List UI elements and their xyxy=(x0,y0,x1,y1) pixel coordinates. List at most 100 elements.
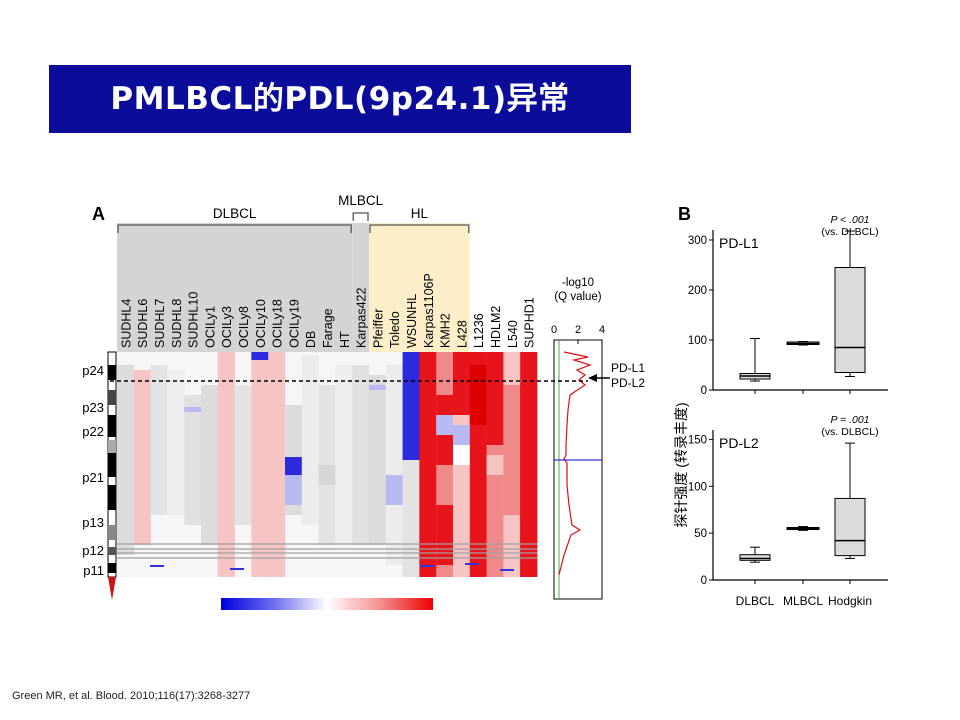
heatmap-cell xyxy=(285,457,303,475)
sample-label: OCILy8 xyxy=(237,306,251,348)
heatmap-cell xyxy=(201,385,219,545)
heatmap-cell xyxy=(369,385,387,390)
group-label-dlbcl: DLBCL xyxy=(213,206,257,221)
y-tick: 150 xyxy=(688,434,707,446)
gene-label-pd-l1: PD-L1 xyxy=(611,361,645,375)
sample-label: HT xyxy=(338,331,352,348)
panel-b-ylabel: 探针强度 (转录丰度) xyxy=(673,402,689,527)
heatmap-grid xyxy=(117,352,538,577)
sample-label: DB xyxy=(304,331,318,348)
sample-label: Toledo xyxy=(388,311,402,348)
sample-label: SUDHL4 xyxy=(119,299,133,348)
y-tick: 200 xyxy=(688,285,707,297)
x-category-mlbcl: MLBCL xyxy=(783,594,823,608)
panel-b-boxplots: B 探针强度 (转录丰度) 0 100 200 300 PD-L1 P < .001 (vs… xyxy=(673,204,888,608)
heatmap-cell xyxy=(469,365,487,425)
band-label-p12: p12 xyxy=(82,543,104,558)
box-dlbcl xyxy=(739,554,771,561)
box-hodgkin xyxy=(834,267,866,373)
heatmap-cell xyxy=(184,407,202,412)
qvalue-plot: -log10 (Q value) 0 2 4 xyxy=(551,277,605,600)
panel-a-label: A xyxy=(92,204,105,224)
band-label-p21: p21 xyxy=(82,470,104,485)
group-label-mlbcl: MLBCL xyxy=(338,193,384,208)
qvalue-line xyxy=(558,351,592,576)
heatmap-cell xyxy=(419,465,437,565)
sample-label: L540 xyxy=(506,320,520,348)
boxplot-title: PD-L1 xyxy=(719,235,759,251)
heatmap-cell xyxy=(268,352,286,577)
sample-label: SUDHL10 xyxy=(187,292,201,348)
band-label-p13: p13 xyxy=(82,515,104,530)
sample-label: Karpas422 xyxy=(355,287,369,348)
boxplot-title: PD-L2 xyxy=(719,435,759,451)
heatmap-cell xyxy=(503,385,521,515)
heatmap-cell xyxy=(150,365,168,515)
sample-label: HDLM2 xyxy=(489,306,503,348)
band-label-p22: p22 xyxy=(82,424,104,439)
heatmap-cell xyxy=(436,415,454,435)
heatmap-cell xyxy=(318,465,336,485)
gene-label-pd-l2: PD-L2 xyxy=(611,376,645,390)
heatmap-cell xyxy=(234,385,252,525)
heatmap-cell xyxy=(335,365,353,545)
sample-label: OCILy1 xyxy=(203,306,217,348)
band-labels: p24 p23 p22 p21 p13 p12 p11 xyxy=(82,363,104,578)
figure: A DLBCL MLBCL HL SUDHL4 SUDHL6 SUDHL7 SUDHL8 S… xyxy=(82,193,888,610)
y-tick: 100 xyxy=(688,335,707,347)
gene-arrow xyxy=(588,374,610,382)
y-tick: 50 xyxy=(694,528,707,540)
heatmap-cell xyxy=(520,385,538,577)
colorbar xyxy=(221,598,433,610)
heatmap-cell xyxy=(402,352,420,455)
group-label-hl: HL xyxy=(411,206,429,221)
heatmap-cell xyxy=(369,375,387,545)
heatmap-cell xyxy=(486,352,504,445)
heatmap-cell xyxy=(385,365,403,565)
group-bg-mlbcl xyxy=(352,223,369,352)
slide-title: PMLBCL的PDL(9p24.1)异常 xyxy=(49,65,631,133)
x-category-dlbcl: DLBCL xyxy=(736,594,775,608)
heatmap-cell xyxy=(402,455,420,460)
p-value: P = .001 xyxy=(830,414,869,426)
sample-label: SUDHL6 xyxy=(136,299,150,348)
heatmap-cell xyxy=(117,365,135,555)
heatmap-cell xyxy=(453,352,471,415)
group-headers: DLBCL MLBCL HL xyxy=(117,193,470,352)
y-tick: 300 xyxy=(688,235,707,247)
sample-label: L428 xyxy=(455,320,469,348)
sample-label: SUPHD1 xyxy=(523,297,537,348)
chromosome-ideogram xyxy=(107,351,117,600)
sample-label: KMH2 xyxy=(439,313,453,348)
heatmap-cell xyxy=(385,475,403,505)
sample-labels: SUDHL4 SUDHL6 SUDHL7 SUDHL8 SUDHL10 OCILy1 OCI… xyxy=(119,273,536,348)
sample-label: L1236 xyxy=(472,313,486,348)
band-label-p11: p11 xyxy=(83,563,104,578)
y-tick: 0 xyxy=(701,385,707,397)
heatmap-cell xyxy=(453,445,471,465)
sample-label: Karpas1106P xyxy=(422,273,436,348)
heatmap-cell xyxy=(352,365,370,545)
heatmap-cell xyxy=(436,505,454,565)
sample-label: SUDHL8 xyxy=(170,299,184,348)
heatmap-cell xyxy=(167,370,185,515)
sample-label: OCILy10 xyxy=(254,299,268,348)
heatmap-cell xyxy=(486,455,504,475)
group-bg-dlbcl xyxy=(117,223,353,352)
sample-label: Pfeiffer xyxy=(371,309,385,348)
qvalue-tick: 0 xyxy=(551,324,557,336)
panel-a-heatmap: A DLBCL MLBCL HL SUDHL4 SUDHL6 SUDHL7 SUDHL8 S… xyxy=(82,193,645,610)
p-value-note: (vs. DLBCL) xyxy=(821,426,878,438)
sample-label: OCILy3 xyxy=(220,306,234,348)
group-bg-hl xyxy=(369,223,470,352)
heatmap-cell xyxy=(133,370,151,545)
boxplot-pd-l2: 0 50 100 150 PD-L2 P = .001(vs. DLBCL) DLBCL ML… xyxy=(688,414,888,608)
qvalue-title-line2: (Q value) xyxy=(554,291,601,303)
qvalue-tick: 2 xyxy=(575,324,581,336)
band-label-p23: p23 xyxy=(82,400,104,415)
sample-label: Farage xyxy=(321,308,335,348)
heatmap-cell xyxy=(251,352,269,577)
sample-label: OCILy18 xyxy=(271,299,285,348)
y-tick: 100 xyxy=(688,481,707,493)
